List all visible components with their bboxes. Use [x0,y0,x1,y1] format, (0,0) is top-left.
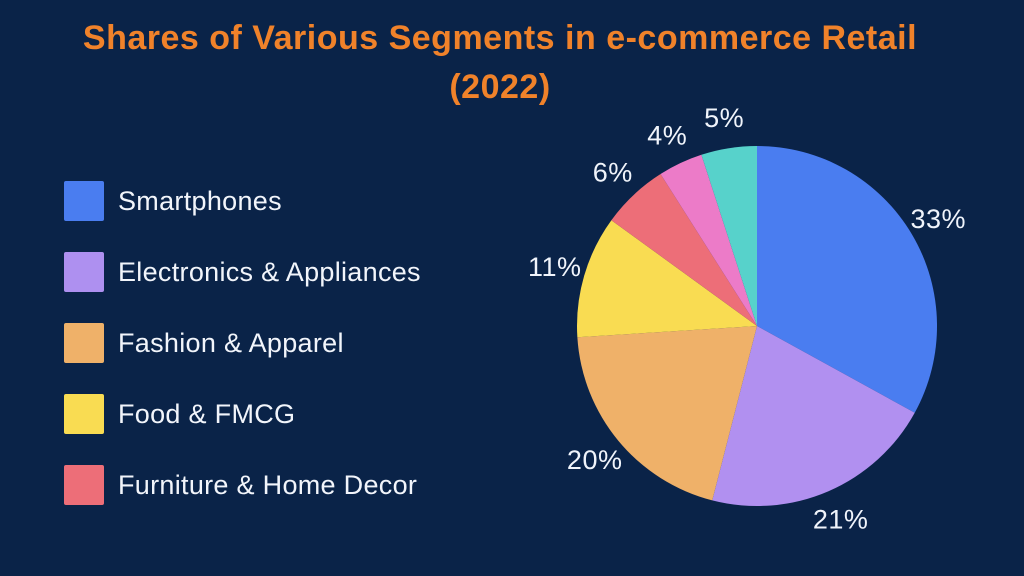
legend-item-fashion-apparel: Fashion & Apparel [64,323,421,363]
pie-slice-unlabeled-5% [701,146,757,326]
legend-swatch-electronics-appliances [64,252,104,292]
legend-item-food-fmcg: Food & FMCG [64,394,421,434]
pie-percentage-label: 6% [593,158,633,188]
legend-label: Smartphones [118,185,282,216]
legend-item-furniture-home-decor: Furniture & Home Decor [64,465,421,505]
pie-slice-fashion-apparel-20% [577,326,757,501]
legend-label: Electronics & Appliances [118,256,421,287]
legend-item-smartphones: Smartphones [64,181,421,221]
pie-slice-electronics-appliances-21% [712,326,915,506]
pie-slice-furniture-home-decor-6% [611,174,757,326]
pie-slice-smartphones-33% [757,146,938,413]
legend-label: Fashion & Apparel [118,327,344,358]
legend-label: Food & FMCG [118,398,296,429]
legend-swatch-fashion-apparel [64,323,104,363]
pie-percentage-label: 33% [911,204,967,234]
pie-percentage-label: 20% [567,445,623,475]
legend-item-electronics-appliances: Electronics & Appliances [64,252,421,292]
chart-title-line1: Shares of Various Segments in e-commerce… [82,19,918,57]
chart-title-line2: (2022) [449,68,551,106]
pie-slice-food-fmcg-11% [577,220,757,338]
pie-percentage-label: 11% [528,252,582,282]
legend-swatch-smartphones [64,181,104,221]
legend-label: Furniture & Home Decor [118,469,418,500]
chart-title: Shares of Various Segments in e-commerce… [0,14,1000,112]
legend-swatch-food-fmcg [64,394,104,434]
legend-swatch-furniture-home-decor [64,465,104,505]
pie-percentage-label: 21% [813,504,869,534]
legend: Smartphones Electronics & Appliances Fashi… [64,181,421,536]
pie-slice-unlabeled-4% [660,154,757,326]
pie-percentage-label: 5% [704,103,744,133]
pie-percentage-label: 4% [647,120,687,150]
